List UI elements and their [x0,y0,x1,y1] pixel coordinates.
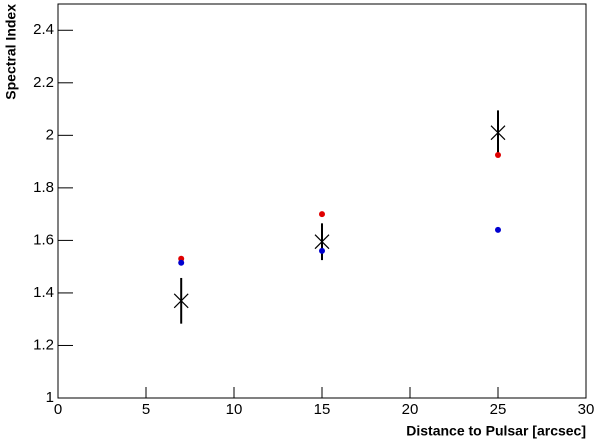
y-axis-title: Spectral Index [3,4,19,100]
data-point [319,211,325,218]
y-tick-label: 2.4 [33,21,54,38]
x-tick-label: 5 [142,401,150,418]
data-point [319,247,325,254]
x-axis-title: Distance to Pulsar [arcsec] [406,423,586,439]
x-tick-label: 0 [54,401,62,418]
y-tick-label: 1.2 [33,336,54,353]
x-tick-label: 10 [226,401,243,418]
data-point [495,226,501,233]
data-point [495,152,501,159]
y-tick-label: 2 [46,126,54,143]
data-point [173,293,189,309]
x-tick-label: 15 [314,401,331,418]
data-point [490,125,506,141]
x-tick-label: 25 [490,401,507,418]
plot-frame [57,3,587,399]
y-tick-label: 1.4 [33,284,54,301]
x-tick-label: 30 [578,401,595,418]
y-tick-label: 1 [46,389,54,406]
y-tick-label: 1.6 [33,231,54,248]
data-point [178,259,185,266]
y-tick-label: 2.2 [33,74,54,91]
y-tick-label: 1.8 [33,179,54,196]
x-tick-label: 20 [402,401,419,418]
data-point [314,234,330,250]
